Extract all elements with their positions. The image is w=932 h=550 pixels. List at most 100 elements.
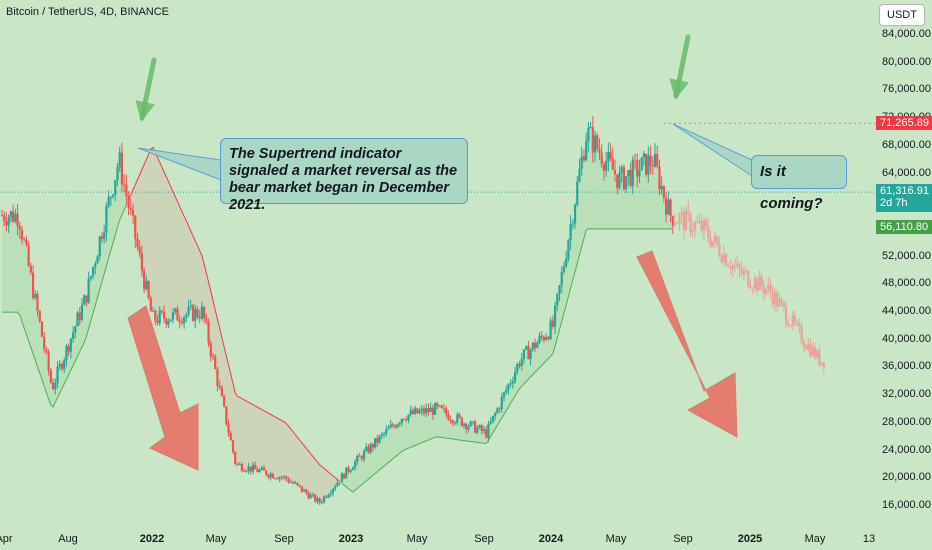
candle-body [669, 199, 672, 217]
candle-body [262, 467, 266, 471]
candle-body [756, 278, 759, 291]
candle [174, 307, 177, 315]
candle-body [118, 152, 121, 168]
candle-body [811, 346, 814, 357]
candle [100, 231, 104, 244]
candle-body [547, 337, 550, 339]
candle-body [513, 372, 517, 382]
candle-body [736, 263, 739, 267]
candle-body [38, 310, 41, 322]
candle [527, 341, 530, 360]
candle-body [322, 496, 326, 502]
candle [245, 469, 248, 473]
candle-body [136, 239, 139, 248]
candle-body [342, 473, 346, 479]
candle-body [816, 350, 819, 358]
candle-body [625, 176, 628, 190]
candle-body [345, 467, 348, 479]
candle [807, 337, 810, 353]
candle [429, 402, 432, 412]
candle [265, 470, 268, 477]
candle [465, 422, 468, 434]
candle-body [247, 466, 250, 472]
y-tick-label: 68,000.00 [882, 138, 931, 151]
candle [200, 301, 203, 321]
candle [498, 406, 501, 413]
candle-body [236, 463, 239, 465]
candle-body [787, 323, 790, 326]
candle-body [585, 141, 588, 161]
candle-body [329, 493, 332, 496]
candle-body [207, 322, 210, 343]
candle [351, 466, 355, 471]
candle [667, 191, 670, 216]
candle [276, 477, 279, 480]
candle-body [31, 272, 35, 298]
candle-body [205, 318, 208, 323]
current-price-tag: 61,316.91 2d 7h [876, 184, 932, 212]
candle-body [620, 167, 623, 173]
candle-body [209, 342, 212, 357]
candle [189, 299, 192, 311]
candle [187, 299, 190, 318]
currency-button[interactable]: USDT [879, 4, 925, 26]
candle-body [611, 158, 614, 170]
y-tick-label: 44,000.00 [882, 305, 931, 318]
candle-body [569, 223, 572, 241]
candle [642, 150, 645, 166]
candle-body [509, 383, 512, 385]
candle-body [367, 446, 370, 453]
candle [531, 342, 534, 352]
candle-body [753, 278, 757, 289]
candle [214, 354, 217, 370]
candle-body [667, 199, 670, 215]
candle-body [249, 466, 252, 472]
candle-body [696, 222, 699, 224]
candle-body [285, 476, 288, 479]
candle [462, 422, 466, 429]
candle-body [234, 452, 237, 464]
candle [96, 254, 99, 264]
candle [473, 419, 477, 434]
candle [478, 424, 481, 429]
candle [698, 213, 701, 224]
candle [809, 338, 812, 359]
candle [203, 305, 206, 324]
candle [525, 345, 528, 351]
candle-body [300, 486, 303, 492]
candle [425, 403, 428, 418]
green-arrow-2024-head [669, 78, 689, 100]
candle [636, 153, 639, 188]
y-tick-label: 36,000.00 [882, 360, 931, 373]
candle [556, 292, 559, 312]
candle [360, 454, 363, 462]
candle-body [129, 208, 132, 210]
callout-supertrend-note[interactable]: The Supertrend indicator signaled a mark… [220, 138, 468, 213]
candle [662, 185, 665, 203]
candle-body [105, 205, 108, 233]
candle-body [111, 194, 115, 197]
candle-body [496, 408, 499, 414]
candle [536, 340, 539, 349]
callout-question[interactable]: Is it coming? [751, 155, 847, 212]
candle [143, 267, 146, 294]
candle-body [429, 407, 432, 412]
candle [758, 270, 761, 291]
candle-body [507, 384, 510, 390]
candle-body [605, 161, 608, 171]
candle [278, 476, 281, 483]
candle [458, 412, 461, 419]
candle-body [218, 385, 221, 388]
candle-body [189, 305, 192, 307]
candle-body [51, 382, 55, 390]
candle [682, 207, 685, 240]
candle-body [56, 366, 59, 383]
candle [194, 304, 197, 329]
bar-countdown: 2d 7h [880, 197, 908, 209]
candle [298, 484, 301, 488]
candle [300, 486, 303, 493]
candle [400, 418, 403, 427]
candle [318, 497, 321, 506]
